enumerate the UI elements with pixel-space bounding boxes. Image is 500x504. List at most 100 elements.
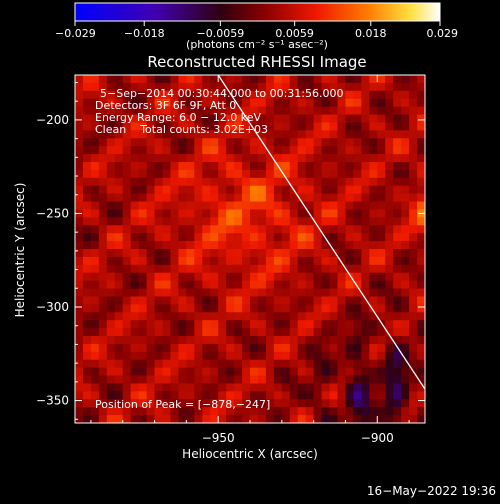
heatmap-cell <box>297 233 307 242</box>
heatmap-cell <box>297 122 307 131</box>
heatmap-cell <box>178 249 187 258</box>
heatmap-cell <box>321 343 331 353</box>
heatmap-cell <box>98 185 108 195</box>
heatmap-cell <box>234 122 243 131</box>
heatmap-cell <box>82 407 92 416</box>
heatmap-cell <box>377 162 386 171</box>
heatmap-cell <box>250 130 259 139</box>
heatmap-cell <box>138 82 148 92</box>
heatmap-cell <box>106 304 116 313</box>
heatmap-cell <box>337 304 347 313</box>
heatmap-cell <box>162 106 172 116</box>
heatmap-cell <box>194 138 203 147</box>
heatmap-cell <box>345 122 355 131</box>
heatmap-cell <box>202 280 211 290</box>
heatmap-cell <box>385 343 394 353</box>
heatmap-cell <box>138 399 148 408</box>
heatmap-cell <box>75 288 84 298</box>
heatmap-cell <box>90 82 100 92</box>
heatmap-cell <box>305 264 315 274</box>
heatmap-cell <box>202 169 211 179</box>
heatmap-cell <box>297 367 307 377</box>
heatmap-cell <box>289 264 299 274</box>
heatmap-cell <box>305 146 315 155</box>
heatmap-cell <box>170 288 180 298</box>
heatmap-cell <box>202 225 211 234</box>
heatmap-cell <box>305 217 315 226</box>
heatmap-cell <box>321 241 331 250</box>
heatmap-cell <box>345 75 355 84</box>
heatmap-cell <box>90 106 100 116</box>
heatmap-cell <box>122 90 132 100</box>
heatmap-cell <box>353 225 362 234</box>
heatmap-cell <box>337 359 347 369</box>
heatmap-cell <box>130 193 140 203</box>
heatmap-cell <box>218 75 227 84</box>
heatmap-cell <box>385 225 394 234</box>
heatmap-cell <box>281 169 291 179</box>
heatmap-cell <box>210 75 219 84</box>
heatmap-cell <box>186 383 195 392</box>
heatmap-cell <box>210 130 219 139</box>
heatmap-cell <box>234 90 243 100</box>
heatmap-cell <box>265 82 275 92</box>
heatmap-cell <box>186 241 195 250</box>
heatmap-cell <box>90 359 100 369</box>
heatmap-cell <box>98 343 108 353</box>
heatmap-cell <box>234 209 243 218</box>
heatmap-cell <box>186 407 195 416</box>
heatmap-cell <box>393 272 402 282</box>
heatmap-cell <box>218 233 227 242</box>
heatmap-cell <box>321 217 331 226</box>
heatmap-cell <box>234 375 243 385</box>
heatmap-cell <box>265 272 275 282</box>
heatmap-cell <box>242 351 251 361</box>
heatmap-cell <box>82 399 92 408</box>
heatmap-cell <box>242 169 251 179</box>
heatmap-cell <box>345 296 355 305</box>
heatmap-cell <box>114 391 124 400</box>
heatmap-cell <box>393 407 402 416</box>
heatmap-cell <box>154 106 164 116</box>
heatmap-cell <box>90 98 100 108</box>
heatmap-cell <box>162 75 172 84</box>
heatmap-cell <box>210 162 219 171</box>
heatmap-cell <box>98 217 108 226</box>
heatmap-cell <box>385 304 394 313</box>
heatmap-cell <box>321 272 331 282</box>
heatmap-cell <box>162 209 172 218</box>
heatmap-cell <box>202 162 211 171</box>
heatmap-cell <box>417 146 425 155</box>
heatmap-cell <box>257 383 267 392</box>
heatmap-cell <box>98 241 108 250</box>
heatmap-cell <box>162 288 172 298</box>
heatmap-cell <box>377 312 386 321</box>
heatmap-cell <box>75 280 84 290</box>
heatmap-cell <box>98 264 108 274</box>
heatmap-cell <box>257 82 267 92</box>
heatmap-cell <box>226 154 235 163</box>
heatmap-cell <box>138 415 148 423</box>
heatmap-cell <box>281 343 291 353</box>
heatmap-cell <box>385 217 394 226</box>
heatmap-cell <box>138 185 148 195</box>
heatmap-cell <box>297 114 307 124</box>
heatmap-cell <box>202 106 211 116</box>
heatmap-cell <box>146 98 156 108</box>
heatmap-cell <box>186 264 195 274</box>
heatmap-cell <box>297 328 307 337</box>
heatmap-cell <box>122 296 132 305</box>
heatmap-cell <box>313 304 323 313</box>
heatmap-cell <box>417 280 425 290</box>
heatmap-cell <box>353 90 362 100</box>
heatmap-cell <box>170 162 180 171</box>
heatmap-cell <box>329 320 339 329</box>
heatmap-cell <box>82 296 92 305</box>
heatmap-cell <box>257 249 267 258</box>
heatmap-cell <box>162 264 172 274</box>
heatmap-cell <box>409 138 418 147</box>
heatmap-cell <box>114 106 124 116</box>
heatmap-cell <box>401 336 410 345</box>
heatmap-cell <box>281 272 291 282</box>
heatmap-cell <box>409 320 418 329</box>
